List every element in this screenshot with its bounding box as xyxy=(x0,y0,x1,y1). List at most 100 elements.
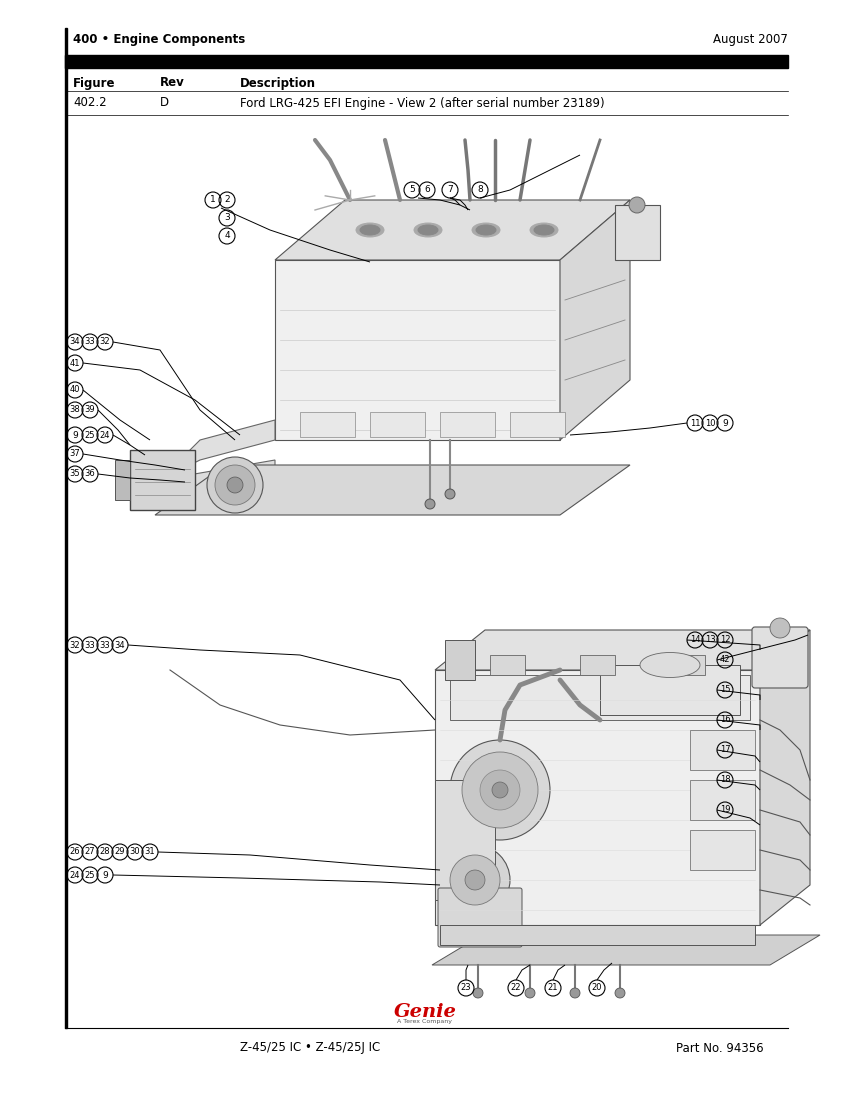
Bar xyxy=(510,412,565,437)
Circle shape xyxy=(462,752,538,828)
Text: 28: 28 xyxy=(99,847,110,857)
Ellipse shape xyxy=(360,226,380,235)
Text: 29: 29 xyxy=(115,847,125,857)
Text: 38: 38 xyxy=(70,406,81,415)
Text: 32: 32 xyxy=(99,338,110,346)
Text: Z-45/25 IC • Z-45/25J IC: Z-45/25 IC • Z-45/25J IC xyxy=(240,1042,380,1055)
Circle shape xyxy=(570,988,580,998)
Circle shape xyxy=(525,988,535,998)
Text: 32: 32 xyxy=(70,640,80,649)
Bar xyxy=(690,780,755,820)
Text: 2: 2 xyxy=(224,196,230,205)
Text: 25: 25 xyxy=(85,430,95,440)
Circle shape xyxy=(450,740,550,840)
Text: 27: 27 xyxy=(85,847,95,857)
Bar xyxy=(435,780,495,900)
Text: 41: 41 xyxy=(70,359,80,367)
Ellipse shape xyxy=(476,226,496,235)
Bar xyxy=(490,654,525,675)
Circle shape xyxy=(615,988,625,998)
Text: 39: 39 xyxy=(85,406,95,415)
Text: 34: 34 xyxy=(115,640,125,649)
Polygon shape xyxy=(275,260,560,440)
Circle shape xyxy=(445,490,455,499)
Text: 20: 20 xyxy=(592,983,603,992)
Bar xyxy=(440,412,495,437)
Bar xyxy=(370,412,425,437)
Text: 42: 42 xyxy=(720,656,730,664)
Circle shape xyxy=(215,465,255,505)
Text: 11: 11 xyxy=(689,418,700,428)
Bar xyxy=(115,460,130,500)
Bar xyxy=(615,205,660,260)
Text: Rev: Rev xyxy=(160,77,184,89)
Text: 30: 30 xyxy=(130,847,140,857)
Text: 40: 40 xyxy=(70,385,80,395)
Text: August 2007: August 2007 xyxy=(713,33,788,46)
Text: 12: 12 xyxy=(720,636,730,645)
Polygon shape xyxy=(275,200,630,260)
Polygon shape xyxy=(160,420,275,480)
Text: 36: 36 xyxy=(85,470,95,478)
Ellipse shape xyxy=(356,223,384,236)
Polygon shape xyxy=(130,450,195,510)
Bar xyxy=(300,412,355,437)
Text: Description: Description xyxy=(240,77,316,89)
Bar xyxy=(670,654,705,675)
Text: 14: 14 xyxy=(689,636,700,645)
Circle shape xyxy=(770,618,790,638)
Text: 13: 13 xyxy=(705,636,716,645)
Text: 7: 7 xyxy=(447,186,453,195)
FancyBboxPatch shape xyxy=(752,627,808,688)
Bar xyxy=(690,830,755,870)
Circle shape xyxy=(480,770,520,810)
Bar xyxy=(65,55,788,68)
Circle shape xyxy=(425,499,435,509)
Circle shape xyxy=(629,197,645,213)
Bar xyxy=(600,666,740,715)
Text: Ford LRG-425 EFI Engine - View 2 (after serial number 23189): Ford LRG-425 EFI Engine - View 2 (after … xyxy=(240,97,604,110)
Text: 23: 23 xyxy=(461,983,471,992)
Polygon shape xyxy=(435,630,810,670)
Text: Genie: Genie xyxy=(394,1003,456,1021)
Text: 18: 18 xyxy=(720,776,730,784)
Bar xyxy=(65,28,67,1028)
Polygon shape xyxy=(160,460,275,510)
Text: 8: 8 xyxy=(477,186,483,195)
Circle shape xyxy=(440,845,510,915)
Circle shape xyxy=(492,782,508,797)
Text: 1: 1 xyxy=(210,196,216,205)
Ellipse shape xyxy=(414,223,442,236)
Text: Part No. 94356: Part No. 94356 xyxy=(677,1042,764,1055)
Text: 22: 22 xyxy=(511,983,521,992)
Ellipse shape xyxy=(418,226,438,235)
Text: 19: 19 xyxy=(720,805,730,814)
Text: 10: 10 xyxy=(705,418,715,428)
Bar xyxy=(690,730,755,770)
Text: 15: 15 xyxy=(720,685,730,694)
Text: 37: 37 xyxy=(70,450,81,459)
Text: 33: 33 xyxy=(99,640,110,649)
Ellipse shape xyxy=(472,223,500,236)
Polygon shape xyxy=(440,925,755,945)
Text: 400 • Engine Components: 400 • Engine Components xyxy=(73,33,246,46)
Text: A Terex Company: A Terex Company xyxy=(398,1020,452,1024)
Polygon shape xyxy=(155,465,630,515)
Polygon shape xyxy=(432,935,820,965)
Ellipse shape xyxy=(530,223,558,236)
Text: 33: 33 xyxy=(85,338,95,346)
Text: 24: 24 xyxy=(70,870,80,880)
Text: 17: 17 xyxy=(720,746,730,755)
Text: 9: 9 xyxy=(722,418,728,428)
Ellipse shape xyxy=(640,652,700,678)
Circle shape xyxy=(207,456,263,513)
Circle shape xyxy=(450,855,500,905)
Text: Figure: Figure xyxy=(73,77,116,89)
Text: 402.2: 402.2 xyxy=(73,97,106,110)
Text: 21: 21 xyxy=(547,983,558,992)
Text: 9: 9 xyxy=(72,430,78,440)
Polygon shape xyxy=(760,630,810,925)
Text: 5: 5 xyxy=(409,186,415,195)
Text: 34: 34 xyxy=(70,338,80,346)
Text: 4: 4 xyxy=(224,231,230,241)
